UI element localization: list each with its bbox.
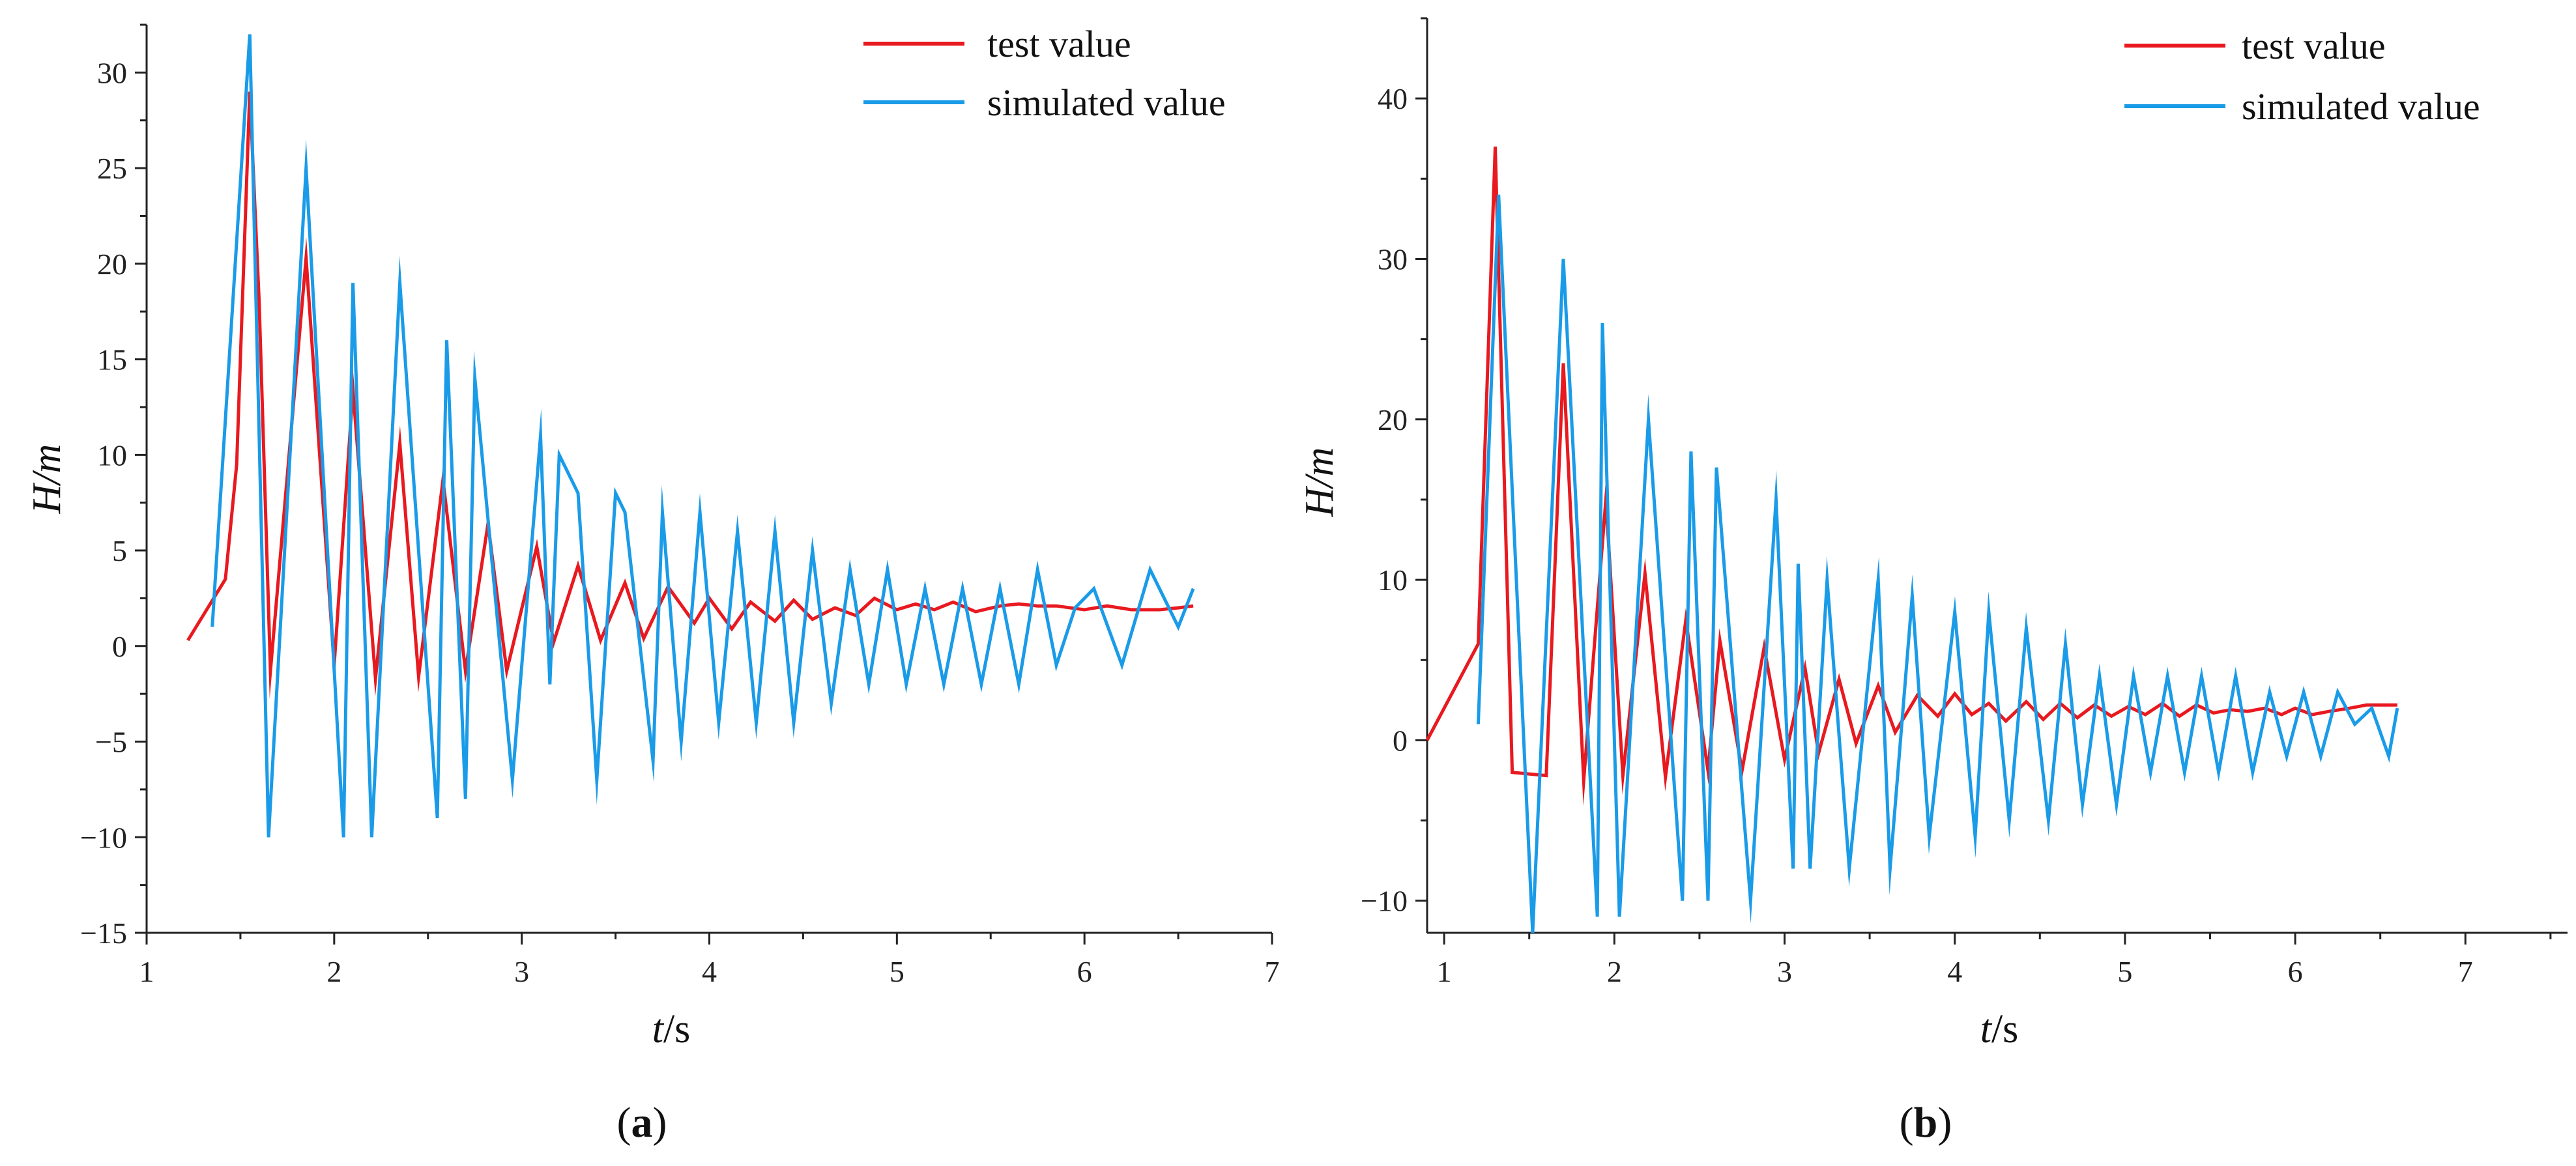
y-tick-label: 30 xyxy=(97,56,127,89)
y-tick-label: 10 xyxy=(97,438,127,472)
legend-label-test-value: test value xyxy=(2242,25,2386,67)
y-tick-label: −15 xyxy=(80,917,127,950)
panel-label-a: (a) xyxy=(617,1099,667,1146)
x-tick-label: 6 xyxy=(2288,955,2303,988)
y-ticks: −10 0 10 20 30 40 xyxy=(1361,17,1427,918)
x-tick-label: 5 xyxy=(890,955,904,988)
y-tick-label: 10 xyxy=(1378,563,1408,597)
x-tick-label: 6 xyxy=(1077,955,1092,988)
series-line-simulated-value xyxy=(1476,194,2399,933)
series-layer xyxy=(186,34,1195,838)
y-tick-label: 30 xyxy=(1378,242,1408,276)
series-layer xyxy=(1425,147,2399,933)
legend-label-simulated-value: simulated value xyxy=(987,81,1226,124)
chart-panel-a: 1 2 3 4 5 6 7 −15 −10 −5 0 5 10 15 20 25 30 test value … xyxy=(25,23,1280,1146)
y-tick-label: −10 xyxy=(80,821,127,854)
x-tick-label: 1 xyxy=(139,955,154,988)
x-ticks: 1 2 3 4 5 6 7 xyxy=(1437,933,2552,988)
y-tick-label: 40 xyxy=(1378,82,1408,115)
y-tick-label: 20 xyxy=(97,248,127,281)
legend: test value simulated value xyxy=(863,23,1226,124)
y-axis-label: H/m xyxy=(25,444,69,515)
x-axis-label: t/s xyxy=(1980,1007,2019,1051)
y-tick-label: 25 xyxy=(97,152,127,185)
x-tick-label: 7 xyxy=(2458,955,2473,988)
y-tick-label: 0 xyxy=(112,630,127,663)
x-axis-label-unit: /s xyxy=(1991,1007,2018,1051)
x-axis-label-unit: /s xyxy=(663,1007,690,1051)
y-ticks: −15 −10 −5 0 5 10 15 20 25 30 xyxy=(80,23,147,950)
x-tick-label: 3 xyxy=(514,955,529,988)
panel-label-b-letter: b xyxy=(1914,1099,1938,1146)
legend: test value simulated value xyxy=(2124,25,2480,128)
y-tick-label: 20 xyxy=(1378,403,1408,436)
x-tick-label: 2 xyxy=(326,955,341,988)
x-tick-label: 1 xyxy=(1437,955,1452,988)
x-tick-label: 3 xyxy=(1777,955,1792,988)
y-tick-label: −5 xyxy=(95,726,127,759)
legend-label-simulated-value: simulated value xyxy=(2242,85,2480,128)
y-axis-label: H/m xyxy=(1297,448,1342,518)
y-tick-label: 5 xyxy=(112,534,127,567)
x-tick-label: 4 xyxy=(1947,955,1962,988)
x-tick-label: 4 xyxy=(702,955,717,988)
y-tick-label: 15 xyxy=(97,343,127,377)
legend-label-test-value: test value xyxy=(987,23,1131,65)
x-axis-label: t/s xyxy=(652,1007,691,1051)
x-tick-label: 7 xyxy=(1265,955,1280,988)
panel-label-b: (b) xyxy=(1900,1099,1952,1146)
series-line-simulated-value xyxy=(210,34,1195,838)
x-axis-label-variable: t xyxy=(1980,1007,1993,1051)
x-axis-label-variable: t xyxy=(652,1007,665,1051)
y-tick-label: 0 xyxy=(1393,724,1408,757)
panel-label-a-letter: a xyxy=(631,1099,653,1146)
chart-panel-b: 1 2 3 4 5 6 7 −10 0 10 20 30 40 test value simulate… xyxy=(1297,17,2568,1146)
x-tick-label: 5 xyxy=(2117,955,2132,988)
y-tick-label: −10 xyxy=(1361,885,1408,918)
x-ticks: 1 2 3 4 5 6 7 xyxy=(139,933,1280,988)
x-tick-label: 2 xyxy=(1607,955,1622,988)
